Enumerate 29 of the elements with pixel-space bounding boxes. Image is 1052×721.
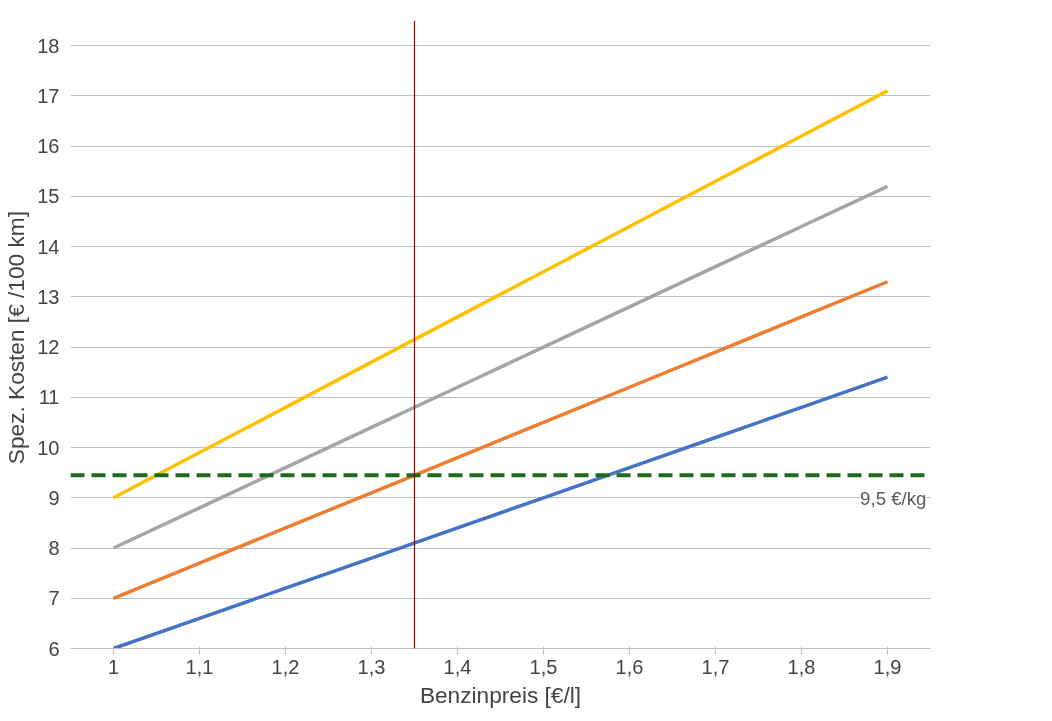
y-tick-label: 6 [48,637,60,660]
x-tick-label: 1,5 [529,655,558,678]
x-tick-label: 1,3 [357,655,386,678]
line-series [111,375,890,649]
line-series [111,184,890,550]
x-tick-label: 1,2 [271,655,300,678]
y-tick-label: 12 [37,336,60,359]
y-tick-label: 18 [37,34,60,57]
y-tick-label: 14 [37,235,60,258]
y-tick-label: 8 [48,537,60,560]
x-tick-label: 1,8 [787,655,816,678]
line-series [111,280,890,601]
y-tick-label: 16 [37,135,60,158]
y-tick-label: 9 [48,486,60,509]
x-tick-label: 1,9 [873,655,902,678]
y-axis-title: Spez. Kosten [€ /100 km] [3,211,30,465]
y-tick-label: 10 [37,436,60,459]
x-axis-title: Benzinpreis [€/l] [419,681,582,708]
x-tick-label: 1,7 [701,655,730,678]
y-tick-label: 11 [38,386,60,409]
x-tick-label: 1,4 [443,655,472,678]
x-tick-label: 1,6 [615,655,644,678]
x-tick-label: 1 [107,655,120,678]
ref-line-label: 9,5 €/kg [860,488,927,510]
y-tick-label: 15 [37,185,60,208]
x-tick-label: 1,1 [185,655,214,678]
y-tick-label: 7 [48,587,60,610]
y-tick-label: 17 [37,84,60,107]
y-tick-label: 13 [37,285,60,308]
